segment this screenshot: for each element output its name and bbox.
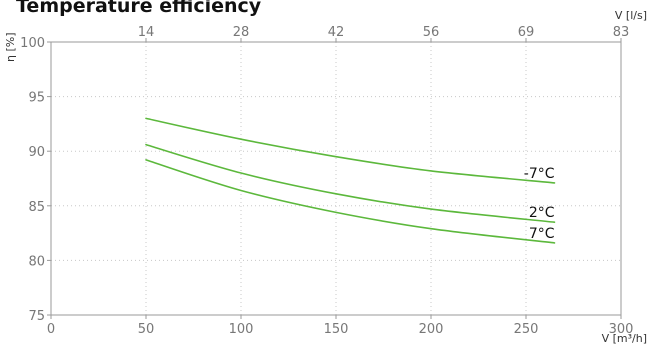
y-tick-label-4: 95 <box>28 91 45 106</box>
x2-tick-label-2: 42 <box>328 25 345 40</box>
series-line-2 <box>145 159 556 244</box>
x2-tick-label-4: 69 <box>518 25 535 40</box>
x2-tick-label-0: 14 <box>138 25 155 40</box>
x-tick-label-1: 50 <box>138 322 155 337</box>
series-line-1 <box>145 143 556 223</box>
y-axis-label: η [%] <box>4 32 17 62</box>
y-tick-label-0: 75 <box>28 309 45 324</box>
y-tick-label-5: 100 <box>20 36 45 51</box>
chart-title: Temperature efficiency <box>16 0 262 17</box>
grid <box>51 42 621 315</box>
x-tick-label-2: 100 <box>229 322 254 337</box>
y-tick-label-2: 85 <box>28 200 45 215</box>
x-tick-label-4: 200 <box>419 322 444 337</box>
x2-tick-label-1: 28 <box>233 25 250 40</box>
series-label-1: 2°C <box>529 205 555 221</box>
x-tick-label-5: 250 <box>514 322 539 337</box>
x-tick-label-3: 150 <box>324 322 349 337</box>
x2-tick-label-5: 83 <box>613 25 630 40</box>
series-group: -7°C 2°C 7°C <box>145 117 556 244</box>
series-label-0: -7°C <box>524 166 555 182</box>
x2-tick-label-3: 56 <box>423 25 440 40</box>
axis-ticks: 0 50 100 150 200 250 300 75 80 85 90 95 100 14 28 42 56 6… <box>20 25 633 337</box>
x-axis-label: V [m³/h] <box>602 332 647 344</box>
top-axis-label: V [l/s] <box>615 9 647 22</box>
series-label-2: 7°C <box>529 226 555 242</box>
x-tick-label-6: 300 <box>609 322 634 337</box>
y-tick-label-3: 90 <box>28 145 45 160</box>
series-line-0 <box>145 117 556 184</box>
x-tick-label-0: 0 <box>47 322 55 337</box>
y-tick-label-1: 80 <box>28 254 45 269</box>
